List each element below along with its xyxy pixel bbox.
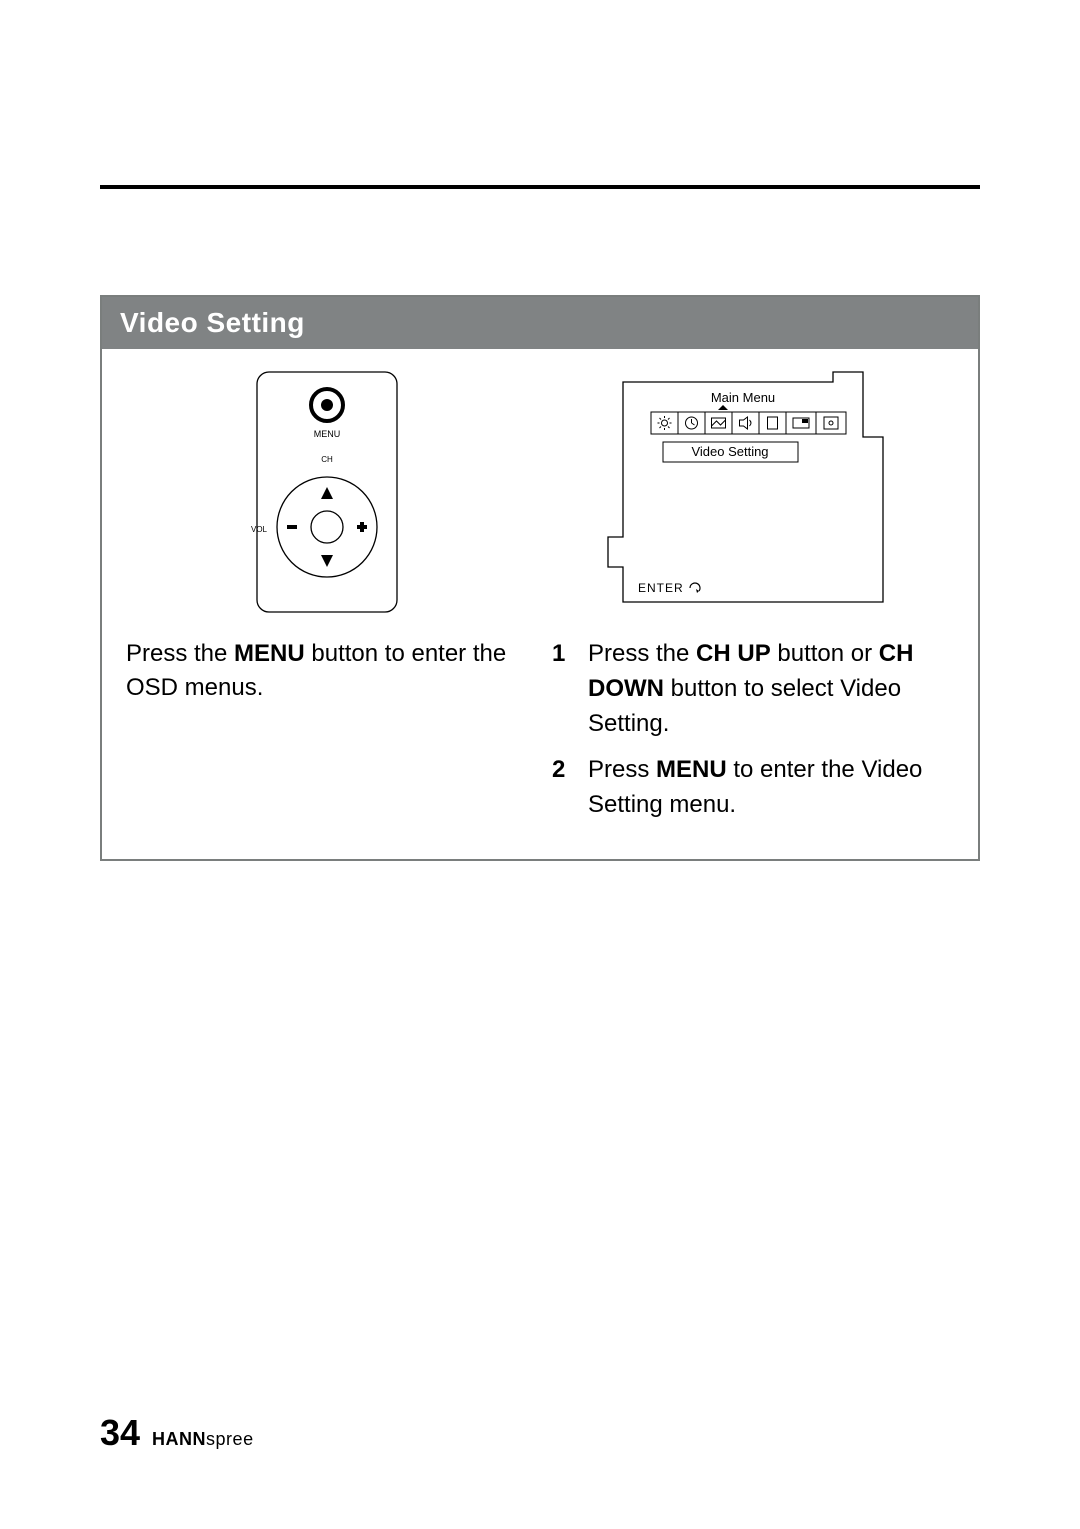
clock-icon: [686, 417, 698, 429]
step-1: Press the CH UP button or CH DOWN button…: [552, 637, 954, 741]
brand-logo: HANNspree: [152, 1429, 254, 1450]
osd-caret: [718, 405, 728, 410]
manual-page: Video Setting MENU CH: [0, 0, 1080, 1529]
remote-svg: MENU CH: [232, 367, 422, 617]
right-column: Main Menu: [552, 367, 954, 835]
osd-selected: Video Setting: [691, 444, 768, 459]
picture-icon: [712, 418, 726, 428]
page-footer: 34 HANNspree: [100, 1412, 254, 1454]
pip-icon: [793, 418, 809, 428]
top-rule: [100, 185, 980, 189]
sound-icon: [740, 417, 752, 429]
osd-svg: Main Menu: [603, 367, 903, 617]
remote-diagram: MENU CH: [126, 367, 528, 617]
settings-icon: [824, 417, 838, 429]
left-column: MENU CH: [126, 367, 528, 835]
caption-bold: MENU: [234, 640, 305, 667]
osd-enter: ENTER: [638, 581, 684, 595]
panel-body: MENU CH: [102, 349, 978, 859]
page-icon: [768, 417, 778, 429]
vol-label: VOL: [251, 525, 268, 534]
brand-light: spree: [206, 1429, 254, 1449]
video-setting-panel: Video Setting MENU CH: [100, 295, 980, 861]
panel-title: Video Setting: [102, 297, 978, 349]
step-2: Press MENU to enter the Video Setting me…: [552, 753, 954, 823]
page-number: 34: [100, 1412, 140, 1454]
menu-label: MENU: [314, 429, 341, 439]
left-caption: Press the MENU button to enter the OSD m…: [126, 637, 528, 704]
brightness-icon: [658, 416, 672, 430]
osd-diagram: Main Menu: [552, 367, 954, 617]
osd-title: Main Menu: [711, 390, 775, 405]
brand-bold: HANN: [152, 1429, 206, 1449]
ch-label: CH: [321, 455, 333, 464]
caption-pre: Press the: [126, 640, 234, 667]
enter-spinner-icon: [690, 583, 700, 593]
steps-list: Press the CH UP button or CH DOWN button…: [552, 637, 954, 823]
